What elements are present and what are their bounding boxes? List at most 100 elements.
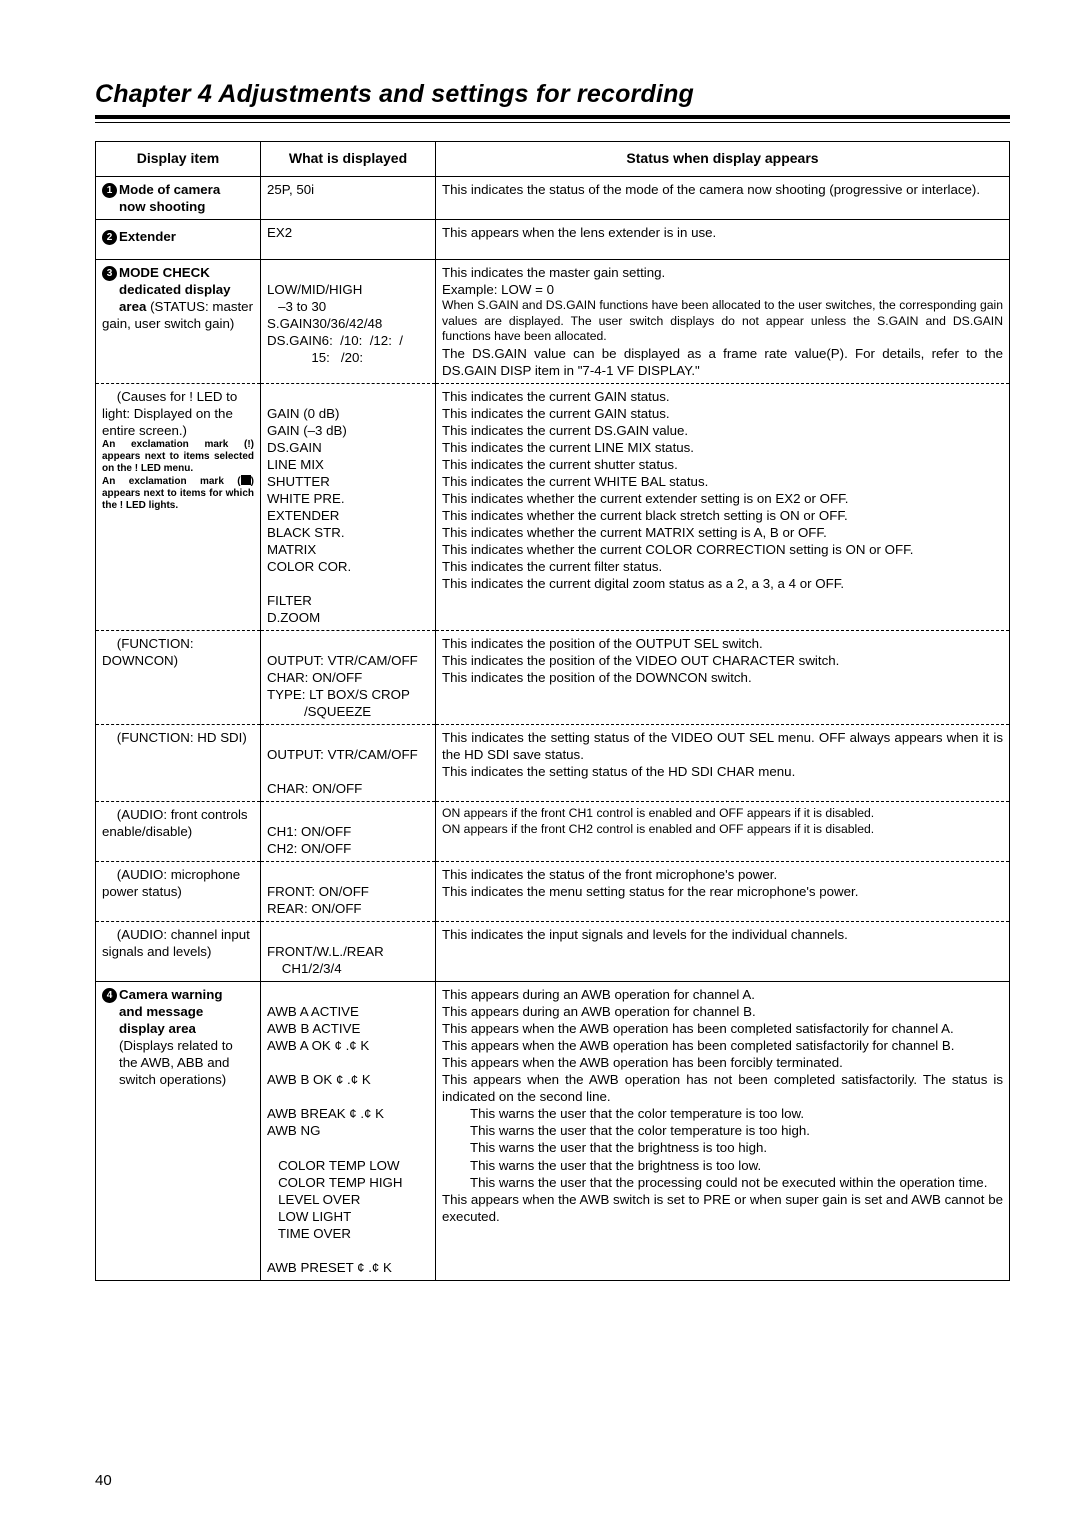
r3c-w1: CHAR: ON/OFF	[267, 670, 362, 685]
r4-w7: AWB NG	[267, 1123, 320, 1138]
r4-w12: LOW LIGHT	[267, 1209, 351, 1224]
r3e-w1: CH2: ON/OFF	[267, 841, 351, 856]
r3d-s1: This indicates the setting status of the…	[442, 763, 1003, 780]
r4-s1: This appears during an AWB operation for…	[442, 1003, 1003, 1020]
r4-w9: COLOR TEMP LOW	[267, 1158, 400, 1173]
r3f-s0: This indicates the status of the front m…	[442, 866, 1003, 883]
circle-3-icon: 3	[102, 266, 117, 281]
r4-w0: AWB A ACTIVE	[267, 1004, 359, 1019]
row2-label-text: Extender	[119, 229, 176, 244]
r3b-lb: An exclamation mark (!) appears next to …	[102, 439, 254, 475]
r3-s3: The DS.GAIN value can be displayed as a …	[442, 345, 1003, 379]
r3b-s9: This indicates whether the current COLOR…	[442, 541, 1003, 558]
r3d-w2: CHAR: ON/OFF	[267, 781, 362, 796]
r3b-s5: This indicates the current WHITE BAL sta…	[442, 473, 1003, 490]
r3b-w2: DS.GAIN	[267, 440, 322, 455]
r3b-s10: This indicates the current filter status…	[442, 558, 1003, 575]
r4-w10: COLOR TEMP HIGH	[267, 1175, 402, 1190]
row1-label-a: Mode of camera	[119, 182, 220, 197]
circle-4-icon: 4	[102, 988, 117, 1003]
row4-status: This appears during an AWB operation for…	[436, 982, 1010, 1280]
r3f-w0: FRONT: ON/OFF	[267, 884, 369, 899]
row3-status: This indicates the master gain setting. …	[436, 259, 1010, 382]
r3-w4: 15: /20:	[267, 350, 363, 365]
r3d-s0: This indicates the setting status of the…	[442, 729, 1003, 763]
th-display-item: Display item	[96, 142, 261, 177]
th-status: Status when display appears	[436, 142, 1010, 177]
row3-what: LOW/MID/HIGH –3 to 30 S.GAIN30/36/42/48 …	[261, 259, 436, 382]
r3g-l: (AUDIO: channel input signals and levels…	[96, 922, 260, 964]
r3-s0: This indicates the master gain setting.	[442, 264, 1003, 281]
row1-what: 25P, 50i	[261, 176, 436, 219]
rule-thick	[95, 115, 1010, 119]
r3g-w0: FRONT/W.L./REAR	[267, 944, 384, 959]
page-number: 40	[95, 1472, 112, 1489]
th-what: What is displayed	[261, 142, 436, 177]
row2-what: EX2	[261, 219, 436, 259]
r3b-w4: SHUTTER	[267, 474, 330, 489]
r4-w2: AWB A OK ¢ .¢ K	[267, 1038, 369, 1053]
row4-what: AWB A ACTIVE AWB B ACTIVE AWB A OK ¢ .¢ …	[261, 982, 436, 1280]
r3-s2: When S.GAIN and DS.GAIN functions have b…	[442, 298, 1003, 345]
r4-si4: This warns the user that the processing …	[442, 1174, 1003, 1191]
r4-lb: and message	[102, 1004, 203, 1019]
rule-thin	[95, 122, 1010, 123]
r3b-s1: This indicates the current GAIN status.	[442, 405, 1003, 422]
r3b-s4: This indicates the current shutter statu…	[442, 456, 1003, 473]
r3c-w3: /SQUEEZE	[267, 704, 371, 719]
r4-w15: AWB PRESET ¢ .¢ K	[267, 1260, 392, 1275]
r3b-w11: FILTER	[267, 593, 312, 608]
r3-s1: Example: LOW = 0	[442, 281, 1003, 298]
r3b-w0: GAIN (0 dB)	[267, 406, 339, 421]
r3b-s7: This indicates whether the current black…	[442, 507, 1003, 524]
circle-1-icon: 1	[102, 183, 117, 198]
r3b-s0: This indicates the current GAIN status.	[442, 388, 1003, 405]
row1-status: This indicates the status of the mode of…	[436, 176, 1010, 219]
r3b-s6: This indicates whether the current exten…	[442, 490, 1003, 507]
r3c-s1: This indicates the position of the VIDEO…	[442, 652, 1003, 669]
r3c-s0: This indicates the position of the OUTPU…	[442, 635, 1003, 652]
row2-label: 2Extender	[96, 219, 261, 259]
r4-s4: This appears when the AWB operation has …	[442, 1054, 1003, 1071]
r3b-w3: LINE MIX	[267, 457, 324, 472]
row1-label: 1Mode of camera now shooting	[96, 176, 261, 219]
r4-s0: This appears during an AWB operation for…	[442, 986, 1003, 1003]
r3b-la: (Causes for ! LED to light: Displayed on…	[102, 388, 254, 439]
r4-w1: AWB B ACTIVE	[267, 1021, 360, 1036]
r3f-w1: REAR: ON/OFF	[267, 901, 362, 916]
r4-s3: This appears when the AWB operation has …	[442, 1037, 1003, 1054]
r3c-l: (FUNCTION: DOWNCON)	[96, 631, 260, 673]
r3g-w1: CH1/2/3/4	[267, 961, 342, 976]
r3-w3: DS.GAIN6: /10: /12: /	[267, 333, 403, 348]
r3b-w8: MATRIX	[267, 542, 316, 557]
row1-label-b: now shooting	[102, 199, 205, 214]
r4-si0: This warns the user that the color tempe…	[442, 1105, 1003, 1122]
status-table: Display item What is displayed Status wh…	[95, 141, 1010, 1281]
r3b-w9: COLOR COR.	[267, 559, 351, 574]
r3d-l: (FUNCTION: HD SDI)	[96, 725, 260, 750]
row3-label-cell: 3MODE CHECK dedicated display area (STAT…	[96, 259, 261, 382]
black-box-icon	[241, 475, 251, 485]
row3-label-a: MODE CHECK	[119, 265, 210, 280]
r4-w4: AWB B OK ¢ .¢ K	[267, 1072, 371, 1087]
r4-w6: AWB BREAK ¢ .¢ K	[267, 1106, 384, 1121]
r4-w13: TIME OVER	[267, 1226, 351, 1241]
r3b-w7: BLACK STR.	[267, 525, 345, 540]
r3-w0: LOW/MID/HIGH	[267, 282, 362, 297]
r3g-s: This indicates the input signals and lev…	[436, 922, 1009, 947]
r3b-s3: This indicates the current LINE MIX stat…	[442, 439, 1003, 456]
r3b-lc-pre: An exclamation mark (	[102, 476, 241, 487]
r3c-w0: OUTPUT: VTR/CAM/OFF	[267, 653, 418, 668]
r3f-s1: This indicates the menu setting status f…	[442, 883, 1003, 900]
r4-la: Camera warning	[119, 987, 222, 1002]
r3c-s2: This indicates the position of the DOWNC…	[442, 669, 1003, 686]
r3b-s8: This indicates whether the current MATRI…	[442, 524, 1003, 541]
row4-label: 4Camera warning and message display area…	[96, 982, 261, 1280]
r3e-s0: ON appears if the front CH1 control is e…	[442, 806, 1003, 822]
r3b-s11: This indicates the current digital zoom …	[442, 575, 1003, 592]
r4-lc: display area	[102, 1021, 196, 1036]
r3d-w0: OUTPUT: VTR/CAM/OFF	[267, 747, 418, 762]
r4-si2: This warns the user that the brightness …	[442, 1139, 1003, 1156]
circle-2-icon: 2	[102, 230, 117, 245]
row3-label-b: dedicated display	[102, 282, 231, 297]
